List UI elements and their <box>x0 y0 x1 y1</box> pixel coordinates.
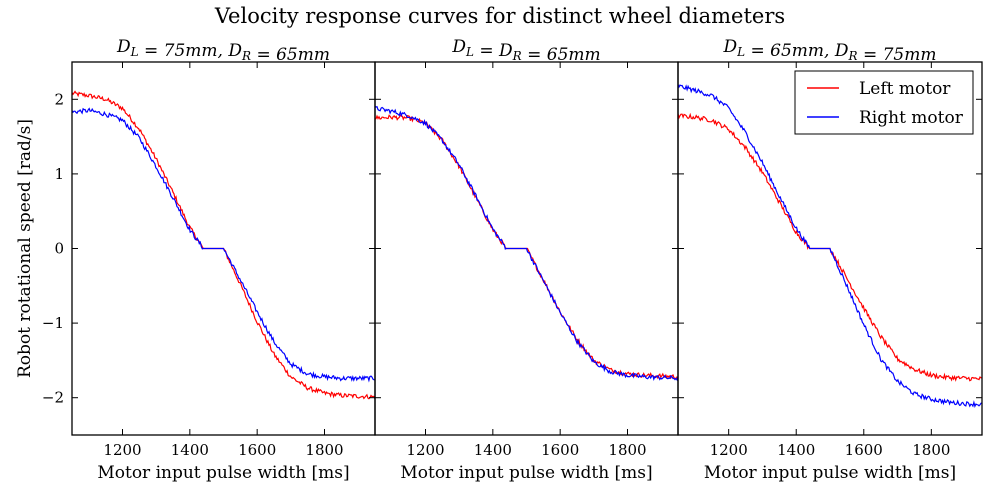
y-tick-label: 1 <box>54 165 64 183</box>
y-tick-label: 0 <box>54 240 64 258</box>
x-axis-label-panel-1: Motor input pulse width [ms] <box>97 463 349 483</box>
series-line-right-motor-panel-2 <box>374 105 679 382</box>
panel-title-2: DL = DR = 65mm <box>451 37 600 65</box>
y-tick-label: 2 <box>54 90 64 108</box>
series-line-left-motor-panel-2 <box>374 114 679 380</box>
x-tick-label: 1400 <box>474 441 512 459</box>
y-axis-label: Robot rotational speed [rad/s] <box>15 119 35 378</box>
y-tick-label: −1 <box>42 314 64 332</box>
x-tick-label: 1800 <box>305 441 343 459</box>
x-tick-label: 1200 <box>406 441 444 459</box>
panel-title-3: DL = 65mm, DR = 75mm <box>723 37 937 65</box>
series-line-right-motor-panel-3 <box>677 84 983 408</box>
figure-title: Velocity response curves for distinct wh… <box>214 4 786 28</box>
legend-box <box>794 70 974 135</box>
panel-title-1: DL = 75mm, DR = 65mm <box>116 37 330 65</box>
x-tick-label: 1600 <box>845 441 883 459</box>
legend-label-left-motor: Left motor <box>859 79 951 99</box>
x-tick-label: 1400 <box>171 441 209 459</box>
series-line-left-motor-panel-3 <box>677 112 982 382</box>
x-tick-label: 1200 <box>710 441 748 459</box>
x-tick-label: 1200 <box>103 441 141 459</box>
x-tick-label: 1600 <box>238 441 276 459</box>
series-line-right-motor-panel-1 <box>71 107 375 383</box>
x-axis-label-panel-2: Motor input pulse width [ms] <box>400 463 652 483</box>
x-axis-label-panel-3: Motor input pulse width [ms] <box>704 463 956 483</box>
x-tick-label: 1800 <box>608 441 646 459</box>
y-tick-label: −2 <box>42 389 64 407</box>
x-tick-label: 1800 <box>912 441 950 459</box>
legend-label-right-motor: Right motor <box>859 108 964 128</box>
series-line-left-motor-panel-1 <box>71 90 376 400</box>
x-tick-label: 1400 <box>777 441 815 459</box>
x-tick-label: 1600 <box>541 441 579 459</box>
